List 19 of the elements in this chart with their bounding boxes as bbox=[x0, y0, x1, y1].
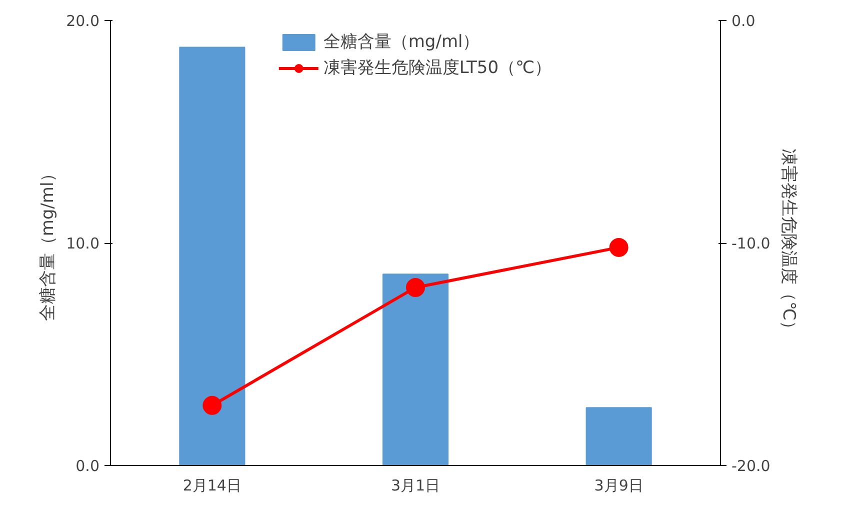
bar bbox=[179, 46, 246, 466]
y2-tick-label: -10.0 bbox=[732, 234, 770, 252]
y-tick-label: 0.0 bbox=[76, 457, 100, 475]
y2-tick-label: -20.0 bbox=[732, 457, 770, 475]
x-tick-label: 3月1日 bbox=[390, 476, 440, 494]
y2-axis-title: 凍害発生危険温度（℃） bbox=[778, 148, 798, 338]
point bbox=[406, 278, 425, 297]
legend-label: 凍害発生危険温度LT50（℃） bbox=[323, 57, 552, 79]
bar bbox=[382, 274, 449, 466]
point bbox=[202, 396, 222, 415]
legend-label: 全糖含量（mg/ml） bbox=[323, 31, 480, 53]
y-axis-title: 全糖含量（mg/ml） bbox=[38, 164, 58, 322]
y2-tick-label: 0.0 bbox=[732, 12, 756, 30]
y-tick-label: 20.0 bbox=[66, 12, 100, 30]
x-tick-label: 3月9日 bbox=[594, 476, 644, 494]
bar bbox=[586, 407, 652, 466]
point bbox=[609, 238, 628, 257]
x-tick-label: 2月14日 bbox=[182, 476, 242, 494]
y-tick-label: 10.0 bbox=[66, 234, 100, 252]
